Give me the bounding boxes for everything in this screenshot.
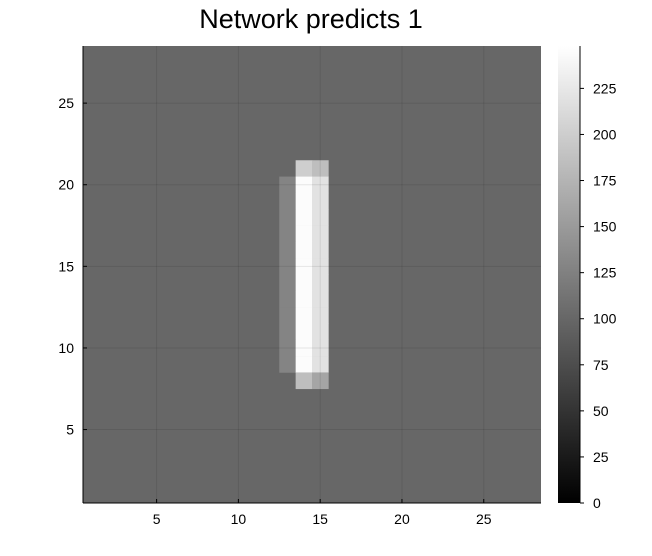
heatmap-cell: [279, 241, 296, 259]
heatmap-cell: [312, 307, 329, 324]
heatmap-cell: [295, 372, 313, 390]
colorbar-tick-label: 75: [593, 357, 609, 373]
heatmap-cell: [279, 192, 296, 210]
heatmap-cell: [279, 339, 296, 357]
heatmap-cell: [279, 274, 296, 292]
heatmap-cell: [312, 323, 329, 341]
colorbar-tick-label: 150: [593, 219, 617, 235]
heatmap-cell: [295, 323, 313, 341]
heatmap-cell: [279, 176, 296, 194]
colorbar-tick-label: 175: [593, 173, 617, 189]
heatmap-cell: [295, 339, 313, 357]
heatmap-cell: [279, 307, 296, 324]
heatmap-cell: [312, 339, 329, 357]
heatmap-cell: [312, 290, 329, 308]
colorbar-tick-label: 100: [593, 311, 617, 327]
y-tick-label: 25: [58, 95, 74, 111]
heatmap-cell: [295, 225, 313, 243]
heatmap-cell: [295, 160, 313, 177]
x-tick-label: 20: [394, 511, 410, 527]
y-tick-label: 20: [58, 177, 74, 193]
heatmap-cell: [279, 225, 296, 243]
heatmap-cell: [295, 274, 313, 292]
x-tick-label: 5: [153, 511, 161, 527]
heatmap-cell: [312, 356, 329, 373]
x-tick-label: 15: [312, 511, 328, 527]
heatmap-cell: [312, 160, 329, 177]
colorbar-tick-label: 50: [593, 403, 609, 419]
x-tick-label: 10: [231, 511, 247, 527]
y-tick-label: 10: [58, 340, 74, 356]
heatmap-cell: [295, 356, 313, 373]
heatmap-cell: [312, 192, 329, 210]
heatmap-cell: [279, 290, 296, 308]
heatmap-cell: [279, 356, 296, 373]
heatmap-cell: [312, 241, 329, 259]
heatmap-cell: [312, 258, 329, 275]
colorbar-tick-label: 0: [593, 495, 601, 511]
heatmap-cell: [295, 258, 313, 275]
heatmap-cell: [295, 307, 313, 324]
colorbar: [558, 46, 580, 503]
heatmap-cell: [312, 372, 329, 390]
y-tick-label: 15: [58, 258, 74, 274]
colorbar-tick-label: 200: [593, 126, 617, 142]
heatmap-cell: [312, 209, 329, 226]
heatmap-cell: [295, 176, 313, 194]
heatmap-cell: [295, 209, 313, 226]
heatmap-cell: [295, 241, 313, 259]
heatmap-cell: [312, 225, 329, 243]
heatmap-cell: [279, 209, 296, 226]
heatmap-cell: [279, 323, 296, 341]
heatmap-cell: [312, 176, 329, 194]
colorbar-tick-label: 25: [593, 449, 609, 465]
colorbar-tick-label: 125: [593, 265, 617, 281]
chart-title: Network predicts 1: [199, 4, 423, 34]
heatmap-cell: [295, 192, 313, 210]
heatmap-cell: [295, 290, 313, 308]
colorbar-tick-label: 225: [593, 80, 617, 96]
y-tick-label: 5: [66, 422, 74, 438]
heatmap-cell: [312, 274, 329, 292]
x-tick-label: 25: [476, 511, 492, 527]
heatmap-cell: [279, 258, 296, 275]
